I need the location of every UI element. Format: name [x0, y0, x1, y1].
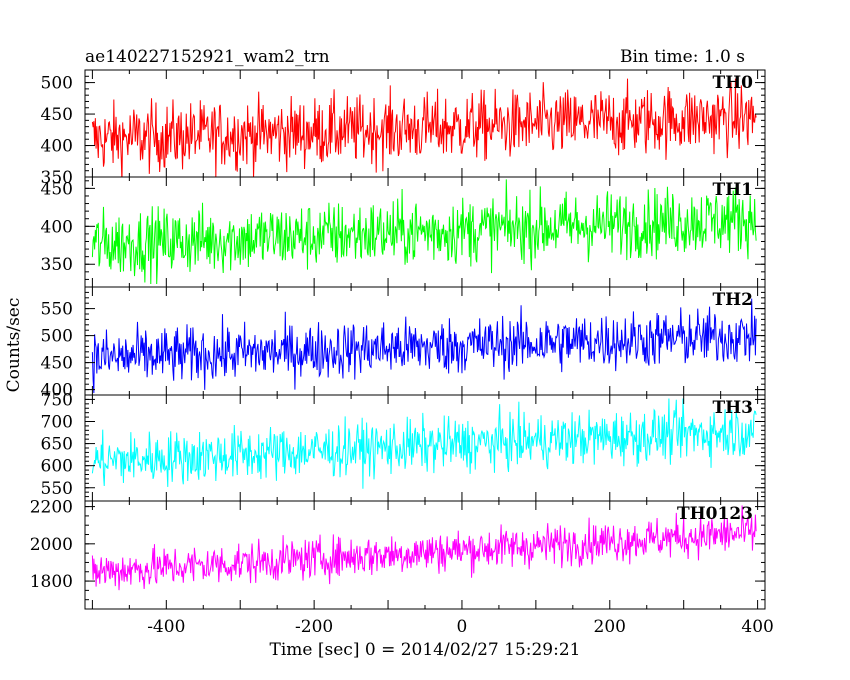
panel-th2: 400 450 500 550 TH2: [41, 286, 766, 401]
chart-title-right: Bin time: 1.0 s: [620, 47, 745, 67]
x-tick-label: 0: [457, 617, 468, 637]
y-tick-label: 600: [41, 457, 73, 477]
y-tick-label: 1800: [30, 572, 73, 592]
y-tick-label: 450: [41, 354, 73, 374]
y-axis-label: Counts/sec: [4, 298, 24, 393]
y-tick-label: 500: [41, 74, 73, 94]
series-label-th2: TH2: [712, 290, 753, 310]
y-tick-label: 350: [41, 255, 73, 275]
y-tick-label: 650: [41, 435, 73, 455]
y-tick-label: 400: [41, 217, 73, 237]
series-line-th1: [91, 179, 757, 285]
series-label-th0123: TH0123: [677, 504, 753, 524]
panel-th1: 350 400 450 TH1: [41, 176, 766, 288]
y-tick-label: 2000: [30, 535, 73, 555]
panel-th0123: 1800 2000 2200 TH0123: [30, 498, 766, 610]
series-line-th3: [91, 398, 757, 489]
y-tick-label: 400: [41, 381, 73, 401]
chart-title-left: ae140227152921_wam2_trn: [85, 47, 330, 67]
series-line-th2: [91, 298, 757, 394]
y-tick-label: 400: [41, 137, 73, 157]
series-line-th0: [91, 78, 757, 177]
y-tick-label: 450: [41, 179, 73, 199]
x-tick-label: -200: [295, 617, 333, 637]
y-tick-label: 750: [41, 390, 73, 410]
y-tick-label: 500: [41, 327, 73, 347]
x-tick-label: 200: [594, 617, 626, 637]
y-tick-label: 550: [41, 300, 73, 320]
y-tick-label: 350: [41, 168, 73, 188]
series-label-th3: TH3: [712, 398, 753, 418]
y-tick-label: 550: [41, 479, 73, 499]
y-tick-label: 450: [41, 105, 73, 125]
panels: 350 400 450 500 TH0 350 400 450 TH1 400 450 500 550 T…: [30, 69, 766, 610]
y-tick-label: 700: [41, 413, 73, 433]
series-label-th1: TH1: [712, 180, 753, 200]
series-line-th0123: [91, 505, 757, 591]
x-tick-label: 400: [741, 617, 773, 637]
y-tick-label: 2200: [30, 498, 73, 518]
x-tick-labels: -400 -200 0 200 400: [147, 617, 774, 637]
x-axis-label: Time [sec] 0 = 2014/02/27 15:29:21: [270, 640, 581, 660]
panel-th0: 350 400 450 500 TH0: [41, 69, 766, 188]
series-label-th0: TH0: [712, 73, 753, 93]
x-tick-label: -400: [147, 617, 185, 637]
